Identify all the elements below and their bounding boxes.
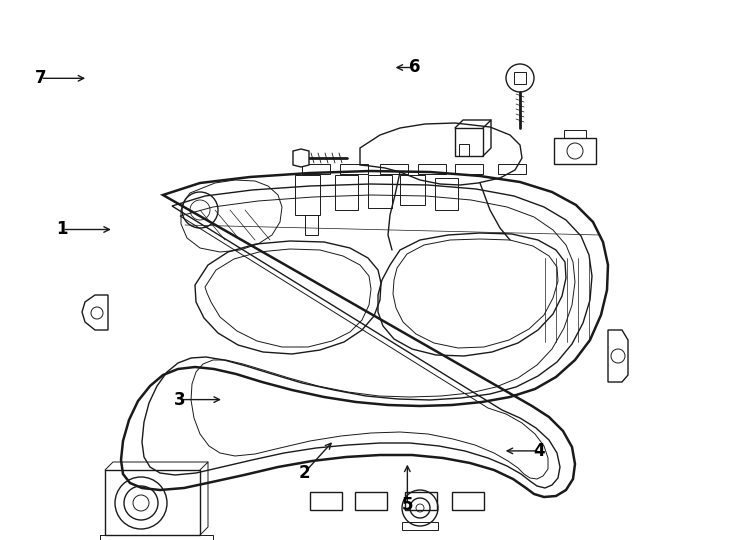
Text: 2: 2 — [299, 463, 310, 482]
Text: 5: 5 — [401, 496, 413, 514]
Polygon shape — [293, 149, 309, 167]
Text: 3: 3 — [174, 390, 186, 409]
Text: 1: 1 — [57, 220, 68, 239]
Text: 4: 4 — [534, 442, 545, 460]
Text: 6: 6 — [409, 58, 421, 77]
Text: 7: 7 — [34, 69, 46, 87]
